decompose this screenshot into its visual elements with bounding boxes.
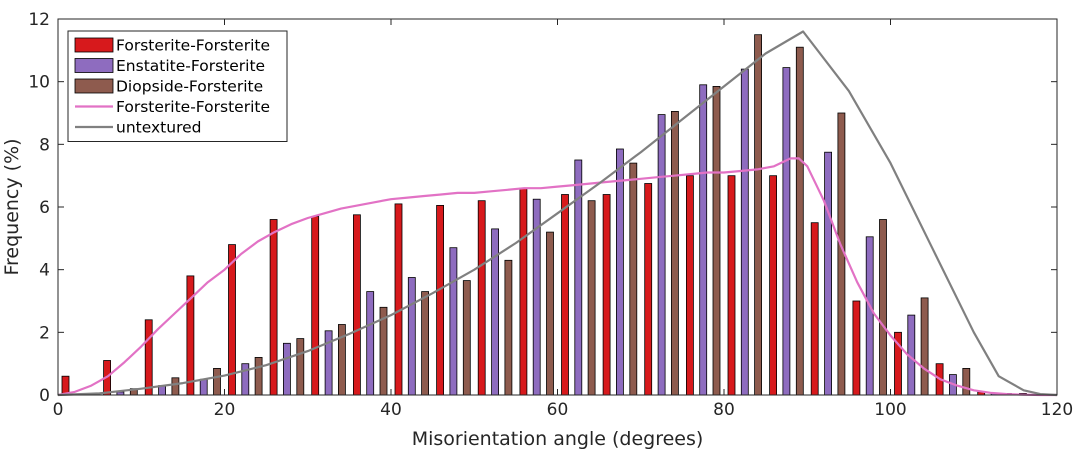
- legend-label-0: Forsterite-Forsterite: [116, 37, 270, 55]
- lines-layer: [57, 30, 1058, 397]
- bar-series2-8: [407, 277, 416, 396]
- legend: Forsterite-Forsterite Enstatite-Forsterit…: [67, 30, 288, 142]
- x-tick-label-1: 20: [214, 400, 236, 420]
- bar-series1-2: [144, 319, 153, 396]
- ticks-layer: 0 20 40 60 80 100 120 0 2 4 6 8 10 12: [28, 10, 1073, 420]
- bar-series3-20: [920, 297, 929, 396]
- bar-series3-12: [587, 200, 596, 396]
- legend-label-1: Enstatite-Forsterite: [116, 57, 265, 75]
- bar-series2-3: [199, 378, 208, 396]
- bar-series1-13: [602, 194, 611, 396]
- bar-series1-17: [769, 175, 777, 396]
- bar-series3-9: [462, 280, 471, 396]
- bar-series2-19: [865, 236, 874, 396]
- y-tick-label-4: 8: [39, 135, 50, 155]
- legend-label-3: Forsterite-Forsterite: [116, 98, 270, 116]
- y-tick-label-3: 6: [39, 198, 50, 218]
- y-tick-label-0: 0: [39, 386, 50, 406]
- bar-series2-7: [366, 291, 375, 396]
- bar-series1-18: [810, 222, 819, 396]
- bar-series3-16: [754, 34, 762, 396]
- bar-series2-9: [449, 247, 458, 396]
- bar-series3-17: [795, 46, 804, 396]
- bar-series3-21: [962, 367, 971, 396]
- bar-series2-15: [699, 84, 708, 396]
- x-tick-label-3: 60: [547, 400, 569, 420]
- bar-series3-2: [171, 377, 180, 396]
- bar-series2-5: [282, 342, 291, 396]
- x-axis-title: Misorientation angle (degrees): [412, 428, 704, 450]
- bar-series1-16: [727, 175, 736, 396]
- x-tick-label-0: 0: [53, 400, 64, 420]
- bar-series2-14: [657, 114, 666, 396]
- bar-series1-12: [561, 194, 569, 396]
- bar-series3-3: [213, 367, 221, 396]
- bar-series3-11: [546, 231, 554, 396]
- bar-series3-8: [421, 291, 430, 396]
- bar-series3-15: [712, 86, 721, 396]
- legend-label-2: Diopside-Forsterite: [116, 78, 263, 96]
- legend-label-4: untextured: [116, 119, 201, 137]
- bar-series1-11: [519, 187, 528, 396]
- bar-series1-6: [311, 215, 320, 396]
- bar-series3-10: [504, 259, 513, 396]
- x-tick-label-4: 80: [713, 400, 735, 420]
- x-tick-label-6: 120: [1041, 400, 1073, 420]
- x-tick-label-5: 100: [874, 400, 906, 420]
- x-tick-label-2: 40: [380, 400, 402, 420]
- bar-series2-13: [616, 148, 624, 396]
- y-tick-label-1: 2: [39, 323, 50, 343]
- bar-series2-17: [782, 67, 791, 396]
- bar-series3-5: [296, 338, 305, 396]
- line-series-1: [57, 157, 1057, 397]
- y-tick-label-5: 10: [28, 73, 50, 93]
- line-series-2: [57, 30, 1058, 397]
- bar-series1-5: [269, 219, 278, 396]
- y-tick-label-2: 4: [39, 261, 50, 281]
- bar-series3-14: [671, 111, 679, 396]
- bar-series3-13: [629, 162, 638, 396]
- bar-series1-8: [394, 203, 403, 396]
- bar-series2-4: [241, 363, 250, 396]
- bar-series1-7: [352, 214, 361, 396]
- bar-series3-19: [879, 219, 887, 396]
- legend-swatch-0: [74, 37, 114, 53]
- bar-series2-12: [574, 159, 583, 396]
- bars-layer: [61, 34, 1027, 396]
- bar-series1-15: [686, 175, 694, 396]
- bar-series1-14: [644, 183, 653, 396]
- bar-series2-18: [824, 151, 832, 396]
- bar-series3-4: [254, 356, 263, 396]
- bar-series1-19: [852, 300, 861, 396]
- bar-series1-9: [436, 204, 445, 396]
- y-axis-title: Frequency (%): [1, 138, 23, 275]
- legend-swatch-2: [74, 78, 114, 94]
- legend-swatch-1: [74, 58, 114, 73]
- bar-series1-3: [186, 275, 195, 396]
- bar-series1-10: [477, 200, 486, 396]
- bar-series2-16: [740, 68, 749, 396]
- y-tick-label-6: 12: [28, 10, 50, 30]
